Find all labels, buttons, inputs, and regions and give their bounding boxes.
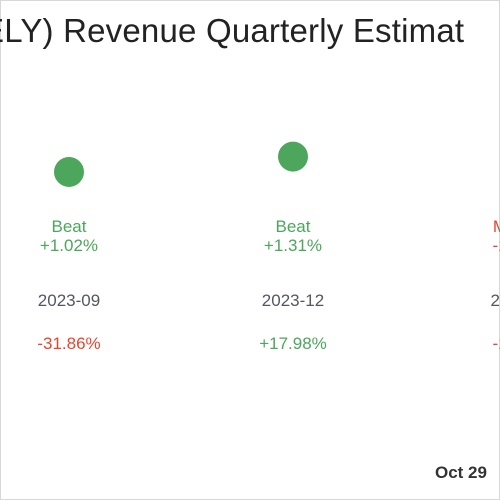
- surprise-label-0: +1.02%: [40, 236, 98, 255]
- surprise-label-1: +1.31%: [264, 236, 322, 255]
- change-label-2: -1: [492, 334, 500, 353]
- result-label-2: M: [493, 217, 500, 236]
- surprise-label-2: -1: [492, 236, 500, 255]
- data-point-2023-12: [278, 141, 308, 172]
- data-point-2023-09: [54, 156, 84, 187]
- period-label-1: 2023-12: [262, 291, 324, 310]
- result-label-1: Beat: [276, 217, 311, 236]
- period-label-2: 20: [491, 291, 500, 310]
- result-label-0: Beat: [52, 217, 87, 236]
- chart-title: ELY) Revenue Quarterly Estimat: [0, 12, 465, 49]
- period-label-0: 2023-09: [38, 291, 100, 310]
- footer-date: Oct 29: [435, 463, 487, 482]
- change-label-1: +17.98%: [259, 334, 327, 353]
- change-label-0: -31.86%: [37, 334, 100, 353]
